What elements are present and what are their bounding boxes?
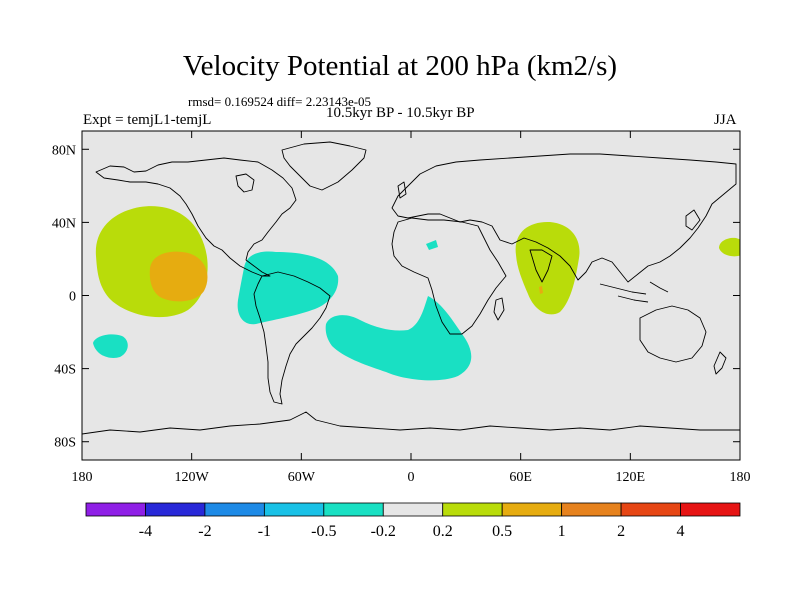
coastline-africa — [391, 217, 507, 335]
map-axes: 180 120W 60W 0 60E 120E 180 80N 40N 0 40S 80S — [52, 131, 751, 485]
lon-tick-label: 120W — [175, 470, 210, 485]
contour-negative-south-pacific — [93, 334, 128, 358]
contour-negative-north-africa — [426, 240, 438, 250]
contour-strong-positive-indian-ocean — [539, 286, 543, 294]
colorbar-label: -0.2 — [371, 523, 396, 540]
colorbar-label: -1 — [258, 523, 271, 540]
contour-positive-indian-ocean — [515, 221, 580, 315]
contour-strong-positive-east-pacific — [149, 251, 208, 302]
colorbar-swatch — [501, 502, 563, 517]
colorbar-swatch — [680, 502, 741, 517]
coastline-australia — [639, 305, 707, 363]
colorbar-label: 2 — [617, 523, 625, 540]
lon-tick-label: 60E — [509, 470, 532, 485]
experiment-label: Expt = temjL1-temjL — [83, 112, 212, 128]
colorbar-swatch — [85, 502, 146, 517]
map-plot: 180 120W 60W 0 60E 120E 180 80N 40N 0 40S 80S — [52, 130, 751, 485]
colorbar-swatch — [382, 502, 444, 517]
coastline-antarctica — [82, 411, 740, 435]
lon-tick-label: 180 — [72, 470, 93, 485]
plot-title: Velocity Potential at 200 hPa (km2/s) — [182, 50, 618, 82]
coastline-north-america — [95, 157, 297, 277]
lon-tick-label: 180 — [730, 470, 751, 485]
colorbar-label: -2 — [198, 523, 211, 540]
colorbar-label: -4 — [139, 523, 152, 540]
colorbar-swatch — [620, 502, 681, 517]
lon-tick-label: 60W — [288, 470, 316, 485]
coastline-new-zealand — [713, 351, 727, 375]
colorbar-swatch — [561, 502, 622, 517]
colorbar-swatch — [323, 502, 384, 517]
coastline-madagascar — [493, 297, 505, 321]
coastline-india — [529, 249, 553, 283]
colorbar-label: 0.2 — [433, 523, 453, 540]
contour-negative-tropical-america — [237, 251, 339, 325]
coastlines — [82, 141, 740, 435]
coastline-hudson-bay — [235, 173, 255, 193]
coastline-southeast-asia-islands — [599, 281, 669, 303]
colorbar-swatch — [263, 502, 325, 517]
colorbar-label: 1 — [558, 523, 566, 540]
lon-tick-label: 120E — [616, 470, 646, 485]
period-label: 10.5kyr BP - 10.5kyr BP — [326, 105, 475, 121]
coastline-south-america — [253, 271, 331, 405]
colorbar-label: 0.5 — [492, 523, 512, 540]
negative-anomalies — [93, 240, 472, 381]
contour-negative-south-atlantic — [325, 296, 472, 381]
lon-tick-label: 0 — [408, 470, 415, 485]
lat-tick-label: 80N — [52, 143, 76, 158]
coastline-great-britain — [397, 181, 407, 199]
colorbar-swatch — [145, 502, 206, 517]
lat-tick-label: 40S — [54, 363, 76, 378]
lat-tick-label: 40N — [52, 216, 76, 231]
stats-label: rmsd= 0.169524 diff= 2.23143e-05 — [188, 94, 372, 109]
season-label: JJA — [714, 112, 737, 128]
coastline-eurasia — [391, 153, 737, 283]
colorbar-label: 4 — [677, 523, 685, 540]
contour-positive-west-pacific — [719, 237, 740, 257]
colorbar-swatch — [204, 502, 265, 517]
coastline-greenland — [281, 141, 367, 191]
coastline-japan — [685, 209, 701, 231]
lat-tick-label: 80S — [54, 436, 76, 451]
colorbar-label: -0.5 — [311, 523, 336, 540]
colorbar: -4 -2 -1 -0.5 -0.2 0.2 0.5 1 2 4 — [85, 502, 741, 540]
strong-positive-anomalies — [149, 251, 543, 302]
colorbar-swatch — [442, 502, 503, 517]
lat-tick-label: 0 — [69, 290, 76, 305]
